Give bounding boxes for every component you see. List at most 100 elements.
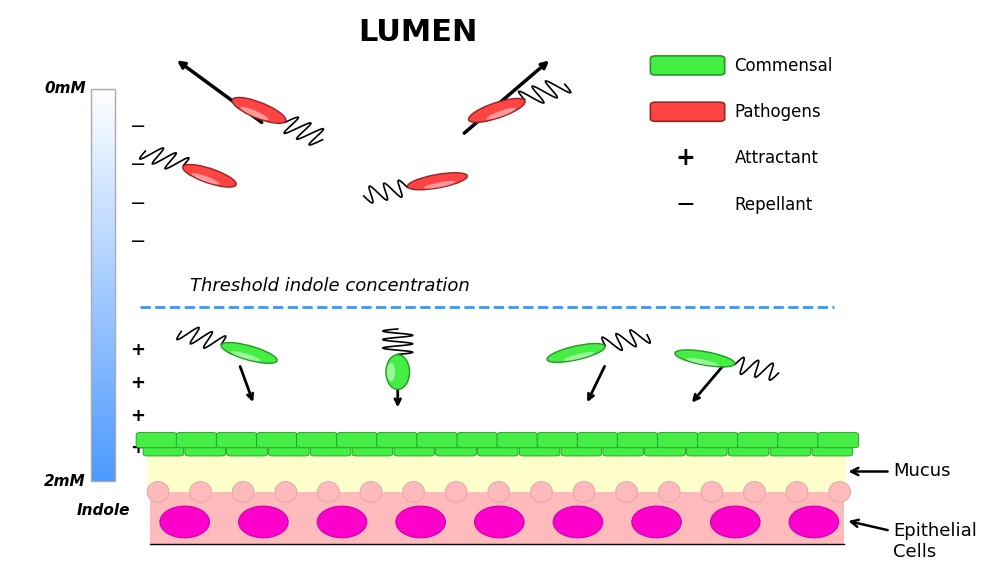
Ellipse shape bbox=[239, 506, 288, 538]
Bar bbox=[91, 118, 115, 120]
Bar bbox=[91, 212, 115, 214]
Bar bbox=[91, 220, 115, 222]
Text: −: − bbox=[130, 155, 147, 175]
Bar bbox=[91, 442, 115, 444]
Bar bbox=[91, 351, 115, 354]
FancyBboxPatch shape bbox=[650, 102, 725, 121]
Bar bbox=[91, 294, 115, 297]
Bar bbox=[91, 332, 115, 334]
Bar bbox=[91, 181, 115, 183]
Bar bbox=[91, 275, 115, 277]
Bar bbox=[91, 314, 115, 316]
Bar bbox=[91, 273, 115, 275]
Bar bbox=[91, 161, 115, 163]
Bar bbox=[91, 104, 115, 106]
Ellipse shape bbox=[687, 358, 718, 366]
Bar bbox=[91, 363, 115, 365]
Bar bbox=[91, 454, 115, 455]
Ellipse shape bbox=[744, 481, 765, 502]
Ellipse shape bbox=[445, 481, 467, 502]
Ellipse shape bbox=[160, 506, 209, 538]
Bar bbox=[91, 424, 115, 426]
Text: −: − bbox=[130, 194, 147, 213]
Text: Mucus: Mucus bbox=[851, 462, 951, 480]
Bar bbox=[91, 436, 115, 438]
Bar bbox=[91, 369, 115, 371]
Bar bbox=[91, 452, 115, 454]
Bar bbox=[91, 334, 115, 336]
Bar bbox=[91, 88, 115, 481]
Bar bbox=[91, 100, 115, 102]
Bar bbox=[91, 116, 115, 118]
FancyBboxPatch shape bbox=[457, 432, 498, 448]
Bar bbox=[91, 253, 115, 256]
Bar bbox=[91, 379, 115, 381]
Ellipse shape bbox=[403, 481, 424, 502]
Bar bbox=[91, 267, 115, 269]
Bar bbox=[91, 175, 115, 177]
FancyBboxPatch shape bbox=[603, 441, 644, 456]
Bar bbox=[91, 257, 115, 260]
Bar bbox=[91, 420, 115, 422]
Bar bbox=[91, 440, 115, 442]
Bar bbox=[91, 326, 115, 328]
Bar bbox=[91, 183, 115, 185]
Bar bbox=[91, 343, 115, 346]
FancyBboxPatch shape bbox=[268, 441, 309, 456]
FancyBboxPatch shape bbox=[645, 441, 685, 456]
Bar bbox=[91, 155, 115, 157]
Ellipse shape bbox=[147, 481, 169, 502]
Bar bbox=[91, 277, 115, 279]
Bar bbox=[91, 391, 115, 393]
FancyBboxPatch shape bbox=[477, 441, 518, 456]
Ellipse shape bbox=[231, 351, 260, 361]
Bar bbox=[91, 177, 115, 179]
Bar bbox=[91, 232, 115, 234]
Ellipse shape bbox=[407, 173, 467, 190]
Bar bbox=[91, 410, 115, 412]
Bar bbox=[91, 298, 115, 301]
Bar bbox=[91, 412, 115, 414]
FancyBboxPatch shape bbox=[657, 432, 698, 448]
Bar bbox=[91, 361, 115, 363]
Bar bbox=[91, 271, 115, 273]
Bar bbox=[91, 371, 115, 373]
FancyBboxPatch shape bbox=[537, 432, 578, 448]
Bar bbox=[91, 187, 115, 189]
Bar bbox=[91, 269, 115, 271]
Ellipse shape bbox=[616, 481, 638, 502]
Bar bbox=[91, 354, 115, 355]
Bar bbox=[91, 261, 115, 263]
Bar bbox=[91, 458, 115, 459]
Bar bbox=[91, 130, 115, 132]
Ellipse shape bbox=[232, 481, 254, 502]
Ellipse shape bbox=[424, 181, 456, 189]
FancyBboxPatch shape bbox=[728, 441, 769, 456]
FancyBboxPatch shape bbox=[337, 432, 377, 448]
FancyBboxPatch shape bbox=[310, 441, 351, 456]
FancyBboxPatch shape bbox=[216, 432, 257, 448]
Bar bbox=[91, 385, 115, 387]
FancyBboxPatch shape bbox=[417, 432, 457, 448]
Bar bbox=[91, 281, 115, 283]
Bar bbox=[91, 467, 115, 469]
Bar bbox=[91, 191, 115, 193]
Bar bbox=[91, 358, 115, 359]
FancyBboxPatch shape bbox=[297, 432, 337, 448]
FancyBboxPatch shape bbox=[738, 432, 778, 448]
Bar bbox=[91, 222, 115, 224]
FancyBboxPatch shape bbox=[812, 441, 853, 456]
Bar bbox=[91, 140, 115, 141]
Bar bbox=[91, 206, 115, 208]
Bar bbox=[91, 283, 115, 285]
Text: −: − bbox=[675, 193, 695, 217]
FancyBboxPatch shape bbox=[561, 441, 602, 456]
Ellipse shape bbox=[183, 164, 236, 187]
Bar bbox=[91, 302, 115, 305]
Bar bbox=[91, 389, 115, 391]
Text: 2mM: 2mM bbox=[44, 473, 86, 489]
Bar bbox=[91, 112, 115, 114]
Text: 0mM: 0mM bbox=[44, 81, 86, 96]
Bar bbox=[91, 148, 115, 149]
Bar bbox=[91, 122, 115, 124]
